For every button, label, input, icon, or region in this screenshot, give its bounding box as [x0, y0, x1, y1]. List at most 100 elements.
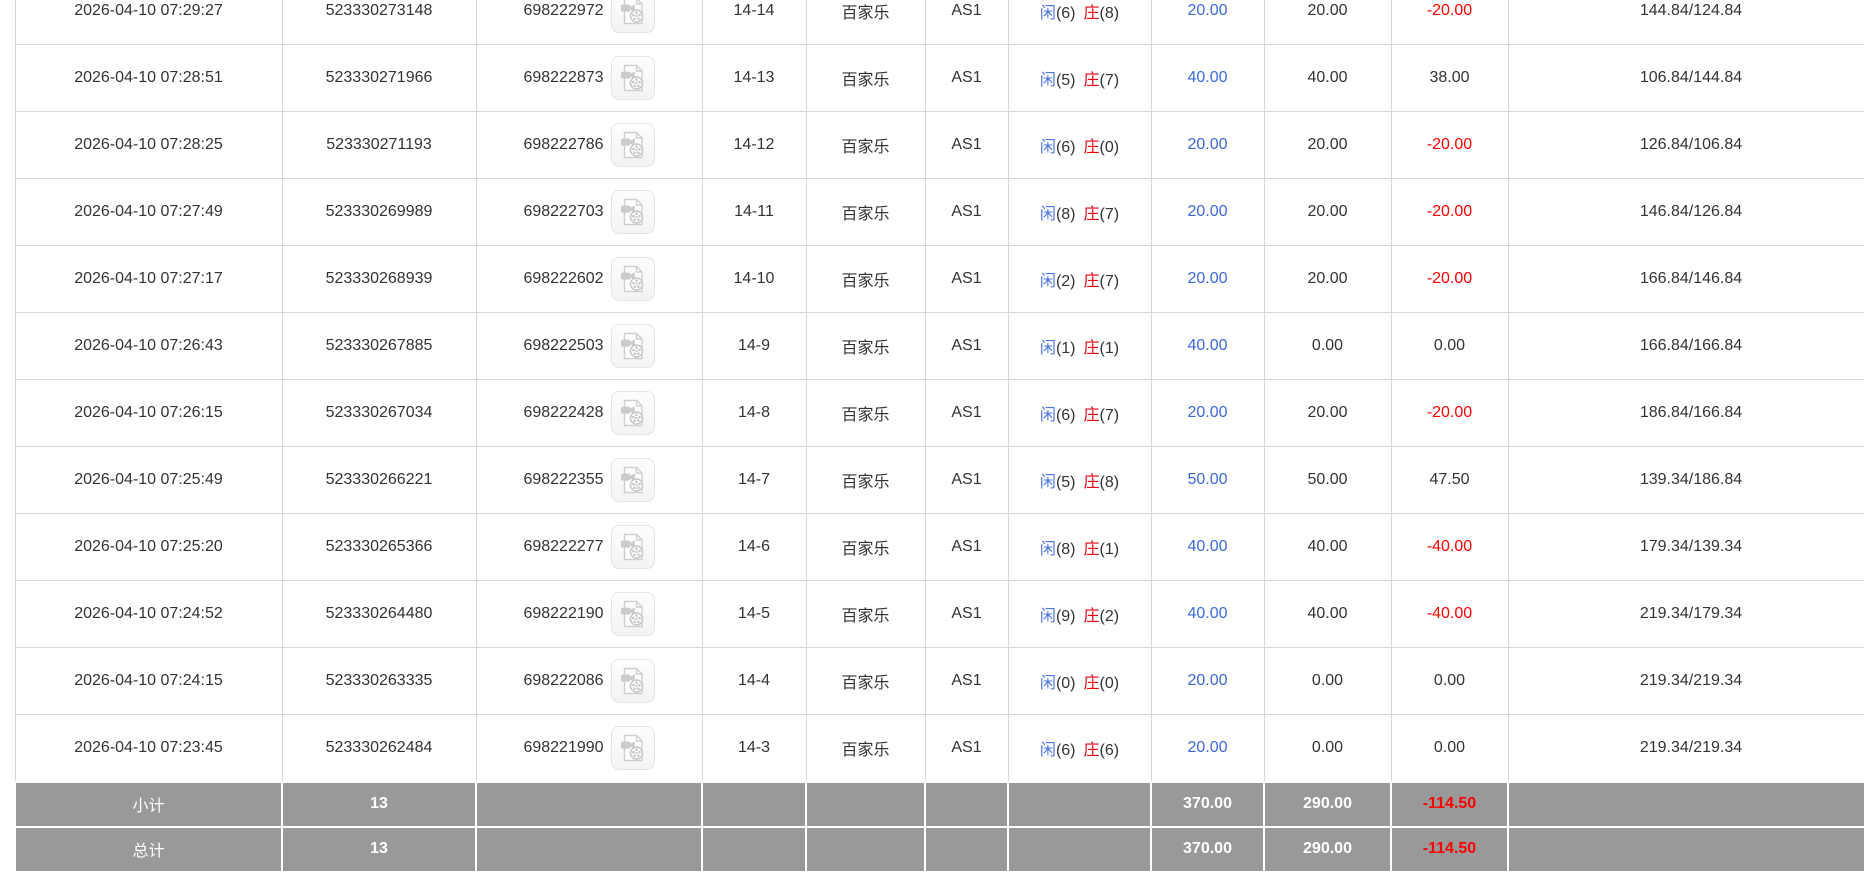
bet-amount-link[interactable]: 40.00	[1150, 312, 1265, 380]
game-round-id: 698222277	[523, 538, 604, 555]
empty-cell	[805, 825, 926, 873]
player-points: (1)	[1055, 340, 1076, 357]
video-replay-button[interactable]	[610, 56, 655, 100]
win-loss: -20.00	[1390, 245, 1509, 313]
video-file-icon	[620, 466, 643, 494]
balance: 219.34/219.34	[1507, 714, 1864, 782]
balance: 179.34/139.34	[1507, 513, 1864, 581]
game-type: 百家乐	[805, 379, 926, 447]
video-replay-button[interactable]	[610, 458, 655, 502]
table-name: AS1	[924, 446, 1009, 514]
player-points: (2)	[1055, 273, 1076, 290]
video-replay-button[interactable]	[610, 725, 655, 770]
video-replay-button[interactable]	[610, 592, 655, 636]
bet-amount-link[interactable]: 40.00	[1150, 513, 1265, 581]
bet-amount-link[interactable]: 20.00	[1150, 0, 1265, 45]
video-replay-button[interactable]	[610, 391, 655, 435]
video-replay-button[interactable]	[610, 0, 655, 33]
bet-time: 2026-04-10 07:27:17	[14, 245, 283, 313]
win-loss: 0.00	[1390, 647, 1509, 715]
valid-bet: 20.00	[1263, 111, 1392, 179]
bet-amount-link[interactable]: 20.00	[1150, 111, 1265, 179]
game-round-id: 698222190	[523, 605, 604, 622]
player-points: (5)	[1055, 72, 1076, 89]
video-file-icon	[620, 600, 643, 628]
banker-label: 庄	[1083, 675, 1100, 692]
player-points: (6)	[1055, 5, 1076, 22]
game-round-id: 698222086	[523, 672, 604, 689]
game-result: 闲(2) 庄(7)	[1007, 245, 1152, 313]
round-id-with-video: 698222786	[477, 123, 701, 167]
bet-amount-link[interactable]: 20.00	[1150, 647, 1265, 715]
bet-amount-link[interactable]: 20.00	[1150, 714, 1265, 782]
bet-amount-link[interactable]: 40.00	[1150, 44, 1265, 112]
bet-time: 2026-04-10 07:25:20	[14, 513, 283, 581]
win-loss: -20.00	[1390, 379, 1509, 447]
player-label: 闲	[1039, 675, 1056, 692]
record-row: 2026-04-10 07:24:15 523330263335 6982220…	[14, 647, 1864, 715]
table-name: AS1	[924, 245, 1009, 313]
video-replay-button[interactable]	[610, 525, 655, 569]
game-result: 闲(6) 庄(0)	[1007, 111, 1152, 179]
banker-label: 庄	[1083, 474, 1100, 491]
balance: 186.84/166.84	[1507, 379, 1864, 447]
player-points: (6)	[1055, 741, 1076, 759]
banker-points: (0)	[1099, 139, 1120, 156]
video-replay-button[interactable]	[610, 257, 655, 301]
round-id-with-video: 698222873	[477, 56, 701, 100]
game-type: 百家乐	[805, 44, 926, 112]
video-replay-button[interactable]	[610, 324, 655, 368]
record-row: 2026-04-10 07:25:49 523330266221 6982223…	[14, 446, 1864, 514]
video-replay-button[interactable]	[610, 190, 655, 234]
video-replay-button[interactable]	[610, 659, 655, 703]
subtotal-row: 小计 13 370.00 290.00 -114.50	[14, 780, 1864, 828]
bet-order-id: 523330271966	[281, 44, 477, 112]
win-loss: 0.00	[1390, 714, 1509, 782]
empty-cell	[701, 780, 807, 828]
game-result: 闲(6) 庄(6)	[1007, 714, 1152, 782]
record-row: 2026-04-10 07:25:20 523330265366 6982222…	[14, 513, 1864, 581]
player-label: 闲	[1039, 608, 1056, 625]
win-loss: -40.00	[1390, 580, 1509, 648]
bet-order-id: 523330265366	[281, 513, 477, 581]
player-points: (6)	[1055, 407, 1076, 424]
player-points: (9)	[1055, 608, 1076, 625]
empty-cell	[1007, 825, 1152, 873]
bet-time: 2026-04-10 07:24:52	[14, 580, 283, 648]
game-round-cell: 698222786	[475, 111, 703, 179]
game-result: 闲(8) 庄(1)	[1007, 513, 1152, 581]
record-row: 2026-04-10 07:24:52 523330264480 6982221…	[14, 580, 1864, 648]
player-points: (6)	[1055, 139, 1076, 156]
game-type: 百家乐	[805, 647, 926, 715]
bet-amount-link[interactable]: 20.00	[1150, 379, 1265, 447]
empty-cell	[1007, 780, 1152, 828]
bet-order-id: 523330271193	[281, 111, 477, 179]
video-file-icon	[620, 533, 643, 561]
betting-records-table: 2026-04-10 07:29:27 523330273148 6982229…	[14, 0, 1864, 873]
bet-order-id: 523330268939	[281, 245, 477, 313]
player-points: (8)	[1055, 206, 1076, 223]
game-round-cell: 698222602	[475, 245, 703, 313]
game-type: 百家乐	[805, 245, 926, 313]
game-result: 闲(1) 庄(1)	[1007, 312, 1152, 380]
video-replay-button[interactable]	[610, 123, 655, 167]
bet-amount-link[interactable]: 20.00	[1150, 245, 1265, 313]
balance: 106.84/144.84	[1507, 44, 1864, 112]
game-round-cell: 698222703	[475, 178, 703, 246]
shoe-round: 14-5	[701, 580, 807, 648]
valid-bet: 40.00	[1263, 513, 1392, 581]
video-file-icon	[620, 332, 643, 360]
record-row: 2026-04-10 07:27:49 523330269989 6982227…	[14, 178, 1864, 246]
total-win-loss: -114.50	[1390, 825, 1509, 873]
game-round-cell: 698222277	[475, 513, 703, 581]
bet-amount-link[interactable]: 20.00	[1150, 178, 1265, 246]
player-points: (8)	[1055, 541, 1076, 558]
bet-amount-link[interactable]: 50.00	[1150, 446, 1265, 514]
game-round-cell: 698222086	[475, 647, 703, 715]
game-round-id: 698222786	[523, 136, 604, 153]
bet-order-id: 523330267885	[281, 312, 477, 380]
round-id-with-video: 698222428	[477, 391, 701, 435]
banker-points: (7)	[1099, 72, 1120, 89]
bet-amount-link[interactable]: 40.00	[1150, 580, 1265, 648]
game-type: 百家乐	[805, 446, 926, 514]
